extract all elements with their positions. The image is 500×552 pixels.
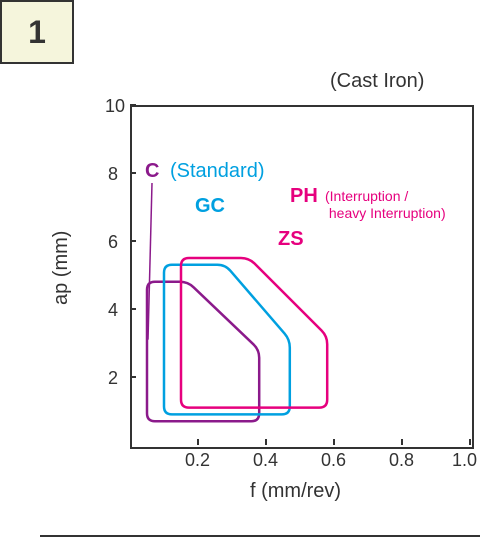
xtick-10: 1.0 xyxy=(452,450,477,471)
figure-container: 1 (Cast Iron) 10 8 6 4 2 0.2 0.4 0.6 0.8… xyxy=(0,0,500,552)
chart-svg xyxy=(0,0,500,552)
xtick-04: 0.4 xyxy=(253,450,278,471)
ytick-6: 6 xyxy=(108,232,118,253)
label-ph-sub: (Interruption / heavy Interruption) xyxy=(325,188,446,222)
ytick-4: 4 xyxy=(108,300,118,321)
y-axis-label: ap (mm) xyxy=(50,231,73,305)
ytick-10: 10 xyxy=(100,96,125,117)
xtick-08: 0.8 xyxy=(389,450,414,471)
footer-line xyxy=(40,535,480,537)
label-zs: ZS xyxy=(278,228,304,251)
series-ph xyxy=(181,258,327,408)
series-gc xyxy=(164,265,290,415)
label-c-sub: (Standard) xyxy=(170,160,265,183)
label-c: C xyxy=(145,160,159,183)
ytick-2: 2 xyxy=(108,368,118,389)
label-gc: GC xyxy=(195,195,225,218)
ytick-8: 8 xyxy=(108,164,118,185)
pointer-c xyxy=(148,183,152,340)
xtick-02: 0.2 xyxy=(185,450,210,471)
x-axis-label: f (mm/rev) xyxy=(250,480,341,503)
xtick-06: 0.6 xyxy=(321,450,346,471)
label-ph: PH xyxy=(290,185,318,208)
